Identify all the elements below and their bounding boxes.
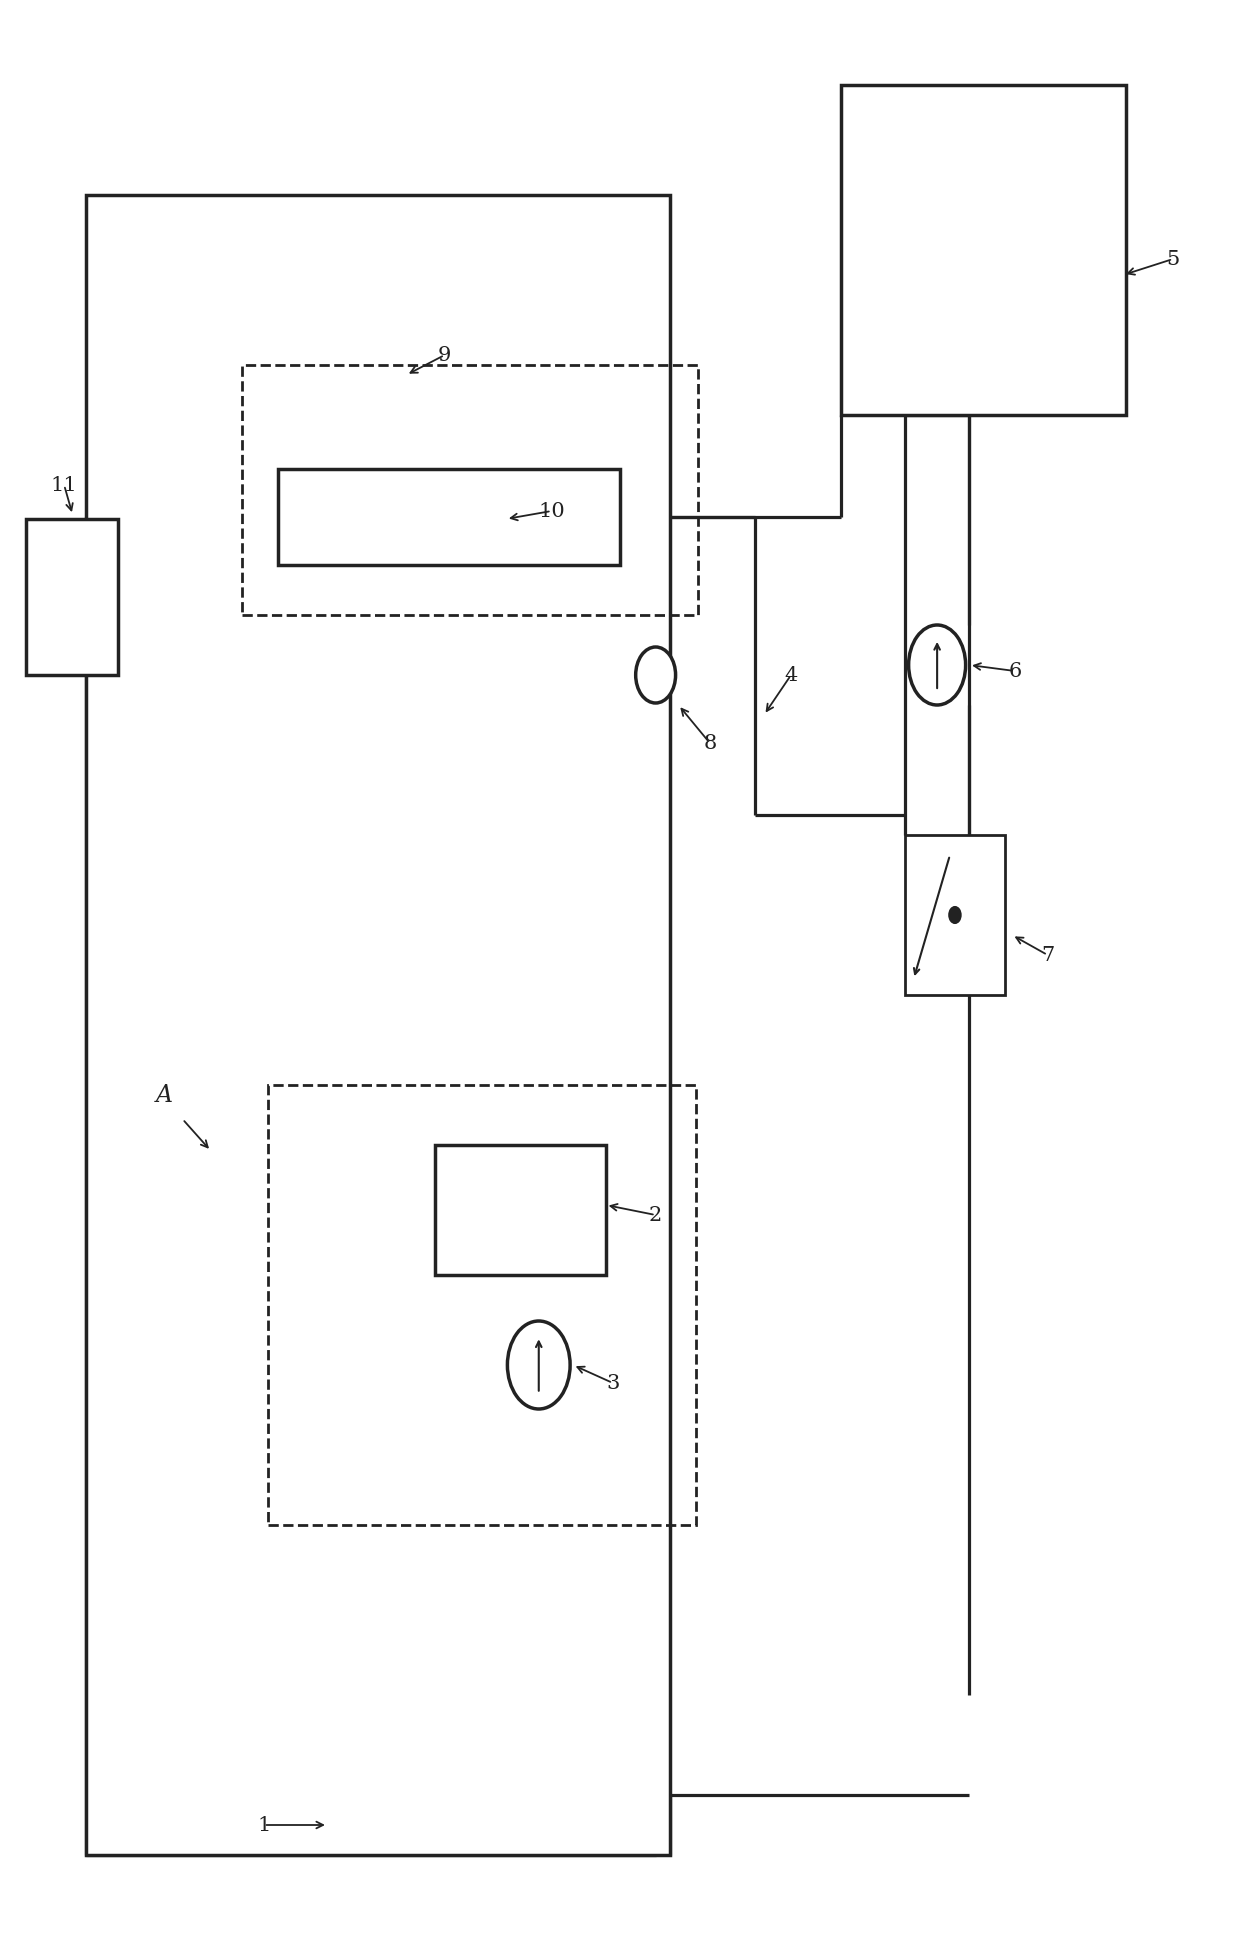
Bar	[242, 366, 698, 616]
Circle shape	[950, 907, 961, 923]
Text: 1: 1	[257, 1816, 270, 1834]
Bar	[435, 1146, 606, 1275]
Text: 3: 3	[606, 1374, 620, 1392]
Text: 8: 8	[703, 735, 717, 753]
Text: 9: 9	[438, 346, 451, 366]
Circle shape	[636, 647, 676, 704]
Bar	[278, 469, 620, 565]
Text: 10: 10	[538, 502, 565, 522]
Text: 4: 4	[785, 667, 797, 684]
Circle shape	[507, 1322, 570, 1410]
Text: A: A	[155, 1083, 172, 1107]
Text: 11: 11	[51, 477, 78, 495]
Bar	[841, 86, 1126, 416]
Text: 5: 5	[1167, 250, 1179, 270]
Circle shape	[909, 626, 966, 706]
Text: 2: 2	[649, 1206, 662, 1226]
Bar	[26, 520, 118, 676]
Bar	[268, 1085, 696, 1525]
Text: 6: 6	[1008, 663, 1022, 680]
Bar	[86, 196, 670, 1855]
Bar	[905, 835, 1004, 995]
Text: 7: 7	[1040, 946, 1054, 966]
